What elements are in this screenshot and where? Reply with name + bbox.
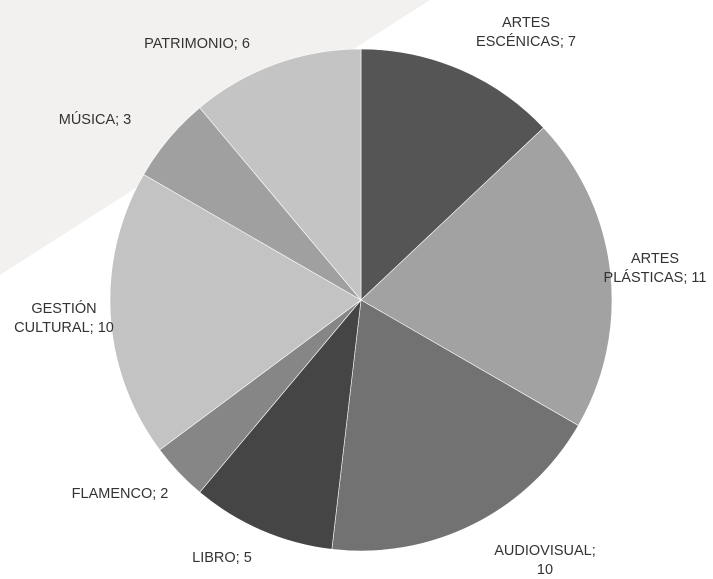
data-label-artes-plasticas: ARTES PLÁSTICAS; 11 [604,251,707,286]
pie-slice-libro [199,299,362,550]
data-label-gestion-cultural: GESTIÓN CULTURAL; 10 [14,300,114,336]
data-labels: ARTES ESCÉNICAS; 7 ARTES PLÁSTICAS; 11 AUDIO… [14,15,706,578]
pie-slice-gestion-cultural [109,174,362,451]
data-label-musica: MÚSICA; 3 [59,111,132,128]
data-label-audiovisual: AUDIOVISUAL; 10 [494,543,596,578]
pie-slice-audiovisual [331,299,579,552]
pie-slices [109,48,613,552]
pie-slice-patrimonio [199,48,362,301]
data-label-flamenco: FLAMENCO; 2 [72,486,169,502]
data-label-artes-escenicas: ARTES ESCÉNICAS; 7 [476,15,576,50]
data-label-patrimonio: PATRIMONIO; 6 [144,36,250,52]
pie-slice-artes-escenicas [360,48,544,301]
pie-slice-artes-plasticas [360,127,613,426]
data-label-libro: LIBRO; 5 [192,550,252,566]
